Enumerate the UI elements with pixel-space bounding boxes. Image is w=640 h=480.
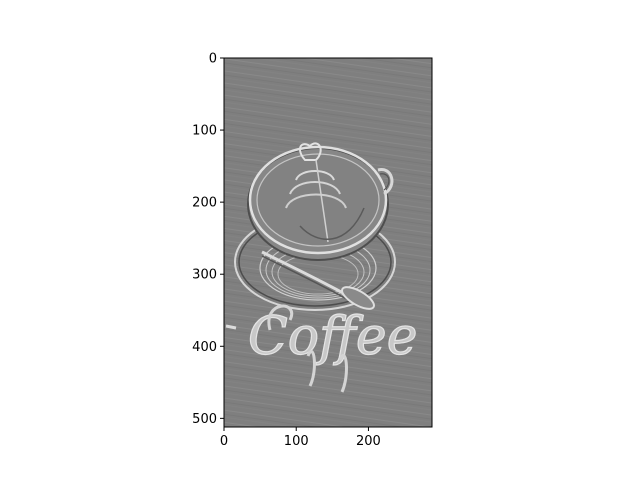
axes-frame — [223, 57, 433, 428]
y-tick-label: 100 — [192, 124, 217, 139]
cup — [247, 145, 394, 261]
y-tick-label: 400 — [192, 340, 217, 355]
image-plot: Coffee — [224, 58, 432, 427]
y-tick-label: 500 — [192, 412, 217, 427]
x-tick-label: 0 — [220, 434, 228, 449]
y-tick-label: 300 — [192, 268, 217, 283]
svg-text:Coffee: Coffee — [248, 307, 417, 367]
x-tick-label: 100 — [284, 434, 309, 449]
y-tick-label: 0 — [209, 52, 217, 67]
y-tick-label: 200 — [192, 196, 217, 211]
coffee-lettering: Coffee — [225, 304, 418, 393]
latte-art — [285, 142, 365, 243]
x-axis: 0 100 200 — [220, 427, 381, 449]
spoon — [261, 250, 375, 310]
y-axis: 0 100 200 300 400 500 — [192, 52, 224, 427]
x-tick-label: 200 — [356, 434, 381, 449]
